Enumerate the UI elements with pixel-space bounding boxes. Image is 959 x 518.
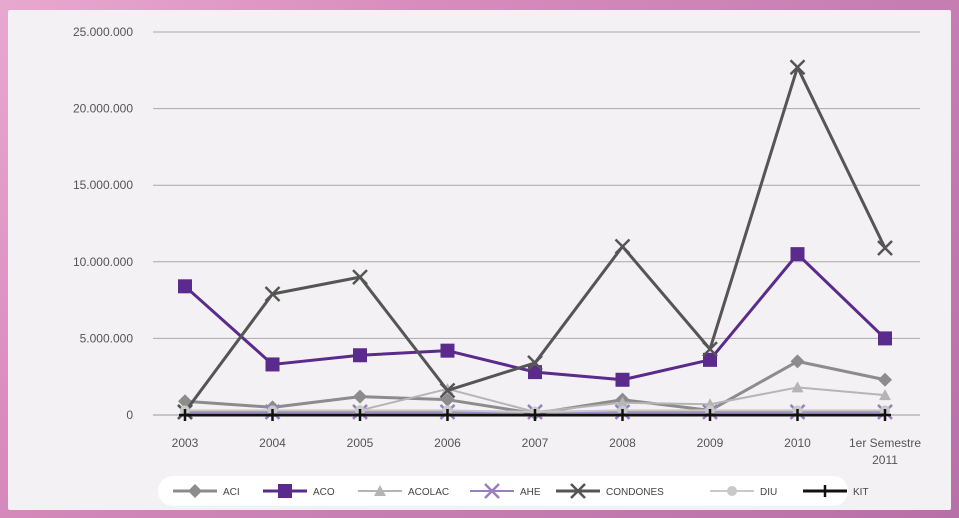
data-point xyxy=(702,341,718,358)
legend-label: ACO xyxy=(313,487,335,498)
data-point xyxy=(791,409,804,421)
data-point xyxy=(819,485,831,497)
data-point xyxy=(616,396,629,408)
data-point xyxy=(879,389,891,401)
data-point xyxy=(188,484,202,498)
x-tick-label: 2004 xyxy=(259,436,286,450)
x-tick-label: 2005 xyxy=(347,436,374,450)
data-point xyxy=(352,269,368,286)
legend-label: CONDONES xyxy=(606,487,664,498)
data-point xyxy=(703,352,717,367)
legend-item-condones: CONDONES xyxy=(556,483,664,499)
data-point xyxy=(616,409,629,421)
y-tick-label: 25.000.000 xyxy=(73,25,133,39)
legend-label: ACI xyxy=(223,487,240,498)
data-point xyxy=(614,238,631,255)
x-tick-label: 2006 xyxy=(434,436,461,450)
data-point-stroke xyxy=(570,483,586,499)
data-point xyxy=(529,409,541,421)
x-tick-label: 2003 xyxy=(172,436,199,450)
y-tick-label: 5.000.000 xyxy=(80,331,134,345)
data-point xyxy=(791,381,804,393)
y-axis-ticks: 0 5.000.000 10.000.000 15.000.000 20.000.000… xyxy=(73,25,133,422)
series-kit xyxy=(179,409,891,421)
series-condones xyxy=(177,59,893,420)
x-tick-label: 2011 xyxy=(872,453,898,467)
legend-label: AHE xyxy=(520,487,541,498)
data-point xyxy=(439,382,456,399)
data-point xyxy=(353,348,367,363)
data-point-stroke xyxy=(614,238,631,255)
data-point-stroke xyxy=(527,355,543,371)
data-point xyxy=(790,247,805,262)
x-tick-label: 1er Semestre xyxy=(849,436,921,450)
series-line xyxy=(183,65,887,413)
data-point-stroke xyxy=(439,382,456,399)
legend-label: KIT xyxy=(853,487,869,498)
legend-label: DIU xyxy=(760,487,777,498)
data-point xyxy=(265,357,280,372)
legend-item-ahe: AHE xyxy=(470,483,541,499)
legend-item-aco: ACO xyxy=(263,484,335,498)
data-point xyxy=(879,409,891,421)
data-point xyxy=(266,409,279,421)
data-point xyxy=(615,372,630,387)
y-tick-label: 15.000.000 xyxy=(73,178,133,192)
data-point xyxy=(878,372,892,387)
data-point-stroke xyxy=(789,59,806,76)
legend: ACI ACO ACOLAC AHE CONDONES DIU KIT xyxy=(158,476,869,506)
data-point-stroke xyxy=(352,269,368,286)
legend-item-acolac: ACOLAC xyxy=(358,485,449,498)
data-point xyxy=(704,409,716,421)
y-tick-label: 10.000.000 xyxy=(73,255,133,269)
data-point xyxy=(264,286,281,302)
data-point xyxy=(440,392,455,407)
data-point-stroke xyxy=(264,286,281,302)
data-point xyxy=(484,483,500,499)
series-layer xyxy=(177,59,893,421)
data-point-stroke xyxy=(877,240,893,256)
data-point xyxy=(570,483,586,499)
data-point-stroke xyxy=(484,483,500,499)
legend-label: ACOLAC xyxy=(408,487,449,498)
data-point xyxy=(727,486,737,496)
legend-item-aci: ACI xyxy=(173,484,240,498)
data-point xyxy=(178,279,192,294)
line-chart: 0 5.000.000 10.000.000 15.000.000 20.000.000… xyxy=(73,25,922,506)
data-point xyxy=(790,354,805,369)
data-point xyxy=(441,409,454,421)
y-tick-label: 0 xyxy=(126,408,133,422)
y-tick-label: 20.000.000 xyxy=(73,102,133,116)
data-point xyxy=(440,343,455,358)
data-point xyxy=(789,59,806,76)
data-point-stroke xyxy=(702,341,718,358)
data-point xyxy=(179,409,191,421)
x-tick-label: 2008 xyxy=(609,436,636,450)
data-point xyxy=(877,240,893,256)
x-axis-ticks: 2003 2004 2005 2006 2007 2008 2009 2010 1er Seme… xyxy=(172,436,922,467)
data-point xyxy=(354,409,366,421)
data-point xyxy=(278,484,292,498)
chart-panel: 0 5.000.000 10.000.000 15.000.000 20.000.000… xyxy=(8,10,951,510)
data-point xyxy=(353,389,367,404)
legend-item-diu: DIU xyxy=(710,486,777,498)
data-point xyxy=(528,365,542,380)
legend-item-kit: KIT xyxy=(803,485,869,498)
x-tick-label: 2007 xyxy=(522,436,549,450)
data-point xyxy=(878,331,892,346)
data-point xyxy=(374,485,386,496)
data-point xyxy=(527,355,543,371)
series-aco xyxy=(178,247,892,387)
x-tick-label: 2010 xyxy=(784,436,811,450)
x-tick-label: 2009 xyxy=(697,436,724,450)
